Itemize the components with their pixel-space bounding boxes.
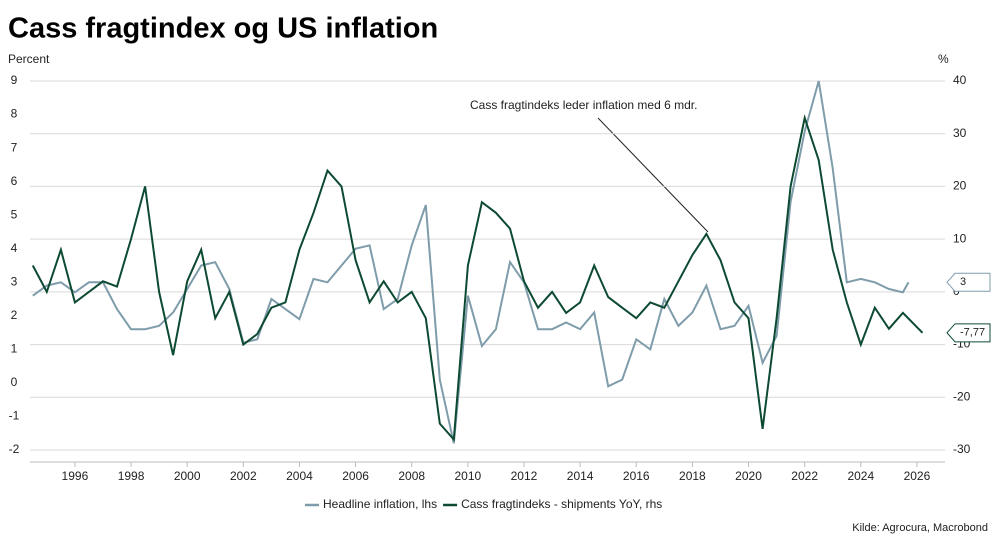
y2-tick-label: -30 [953,442,971,456]
x-tick-label: 2008 [398,469,425,483]
y-tick-label: 8 [11,107,18,121]
x-tick-label: 2002 [230,469,257,483]
annotation: Cass fragtindeks leder inflation med 6 m… [470,98,697,112]
y-tick-label: 6 [11,174,18,188]
end-tag-label: 3 [960,276,966,288]
series-line [31,114,924,442]
x-tick-label: 2020 [735,469,762,483]
y-tick-label: 7 [11,140,18,154]
x-tick-label: 2014 [567,469,594,483]
x-tick-label: 2016 [623,469,650,483]
y-tick-label: 2 [11,308,18,322]
x-tick-label: 2024 [847,469,874,483]
y2-axis-label: % [938,52,949,66]
y2-tick-label: 30 [953,126,967,140]
series-line [32,80,910,444]
y-axis-label: Percent [8,52,50,66]
legend-label: Cass fragtindeks - shipments YoY, rhs [461,497,662,511]
x-tick-label: 2018 [679,469,706,483]
end-tag-label: -7,77 [960,327,985,339]
x-tick-label: 2026 [904,469,931,483]
source: Kilde: Agrocura, Macrobond [852,522,988,534]
annotation-arrow [597,117,709,233]
y-tick-label: 9 [11,73,18,87]
y2-tick-label: 20 [953,179,967,193]
x-tick-label: 2010 [455,469,482,483]
y-tick-label: 3 [11,274,18,288]
x-tick-label: 1996 [62,469,89,483]
legend-label: Headline inflation, lhs [323,497,437,511]
x-tick-label: 1998 [118,469,145,483]
x-tick-label: 2012 [511,469,538,483]
end-tag [946,272,991,292]
y-tick-label: -1 [9,409,20,423]
y-tick-label: 1 [11,342,18,356]
y-tick-label: -2 [9,442,20,456]
y2-tick-label: -20 [953,389,971,403]
y2-tick-label: 10 [953,231,967,245]
y2-tick-label: 40 [953,73,967,87]
x-tick-label: 2004 [286,469,313,483]
x-tick-label: 2000 [174,469,201,483]
y-tick-label: 5 [11,207,18,221]
y-tick-label: 4 [11,241,18,255]
y-tick-label: 0 [11,375,18,389]
x-tick-label: 2006 [342,469,369,483]
chart-title: Cass fragtindex og US inflation [8,13,438,45]
x-tick-label: 2022 [791,469,818,483]
end-tag [946,323,991,343]
